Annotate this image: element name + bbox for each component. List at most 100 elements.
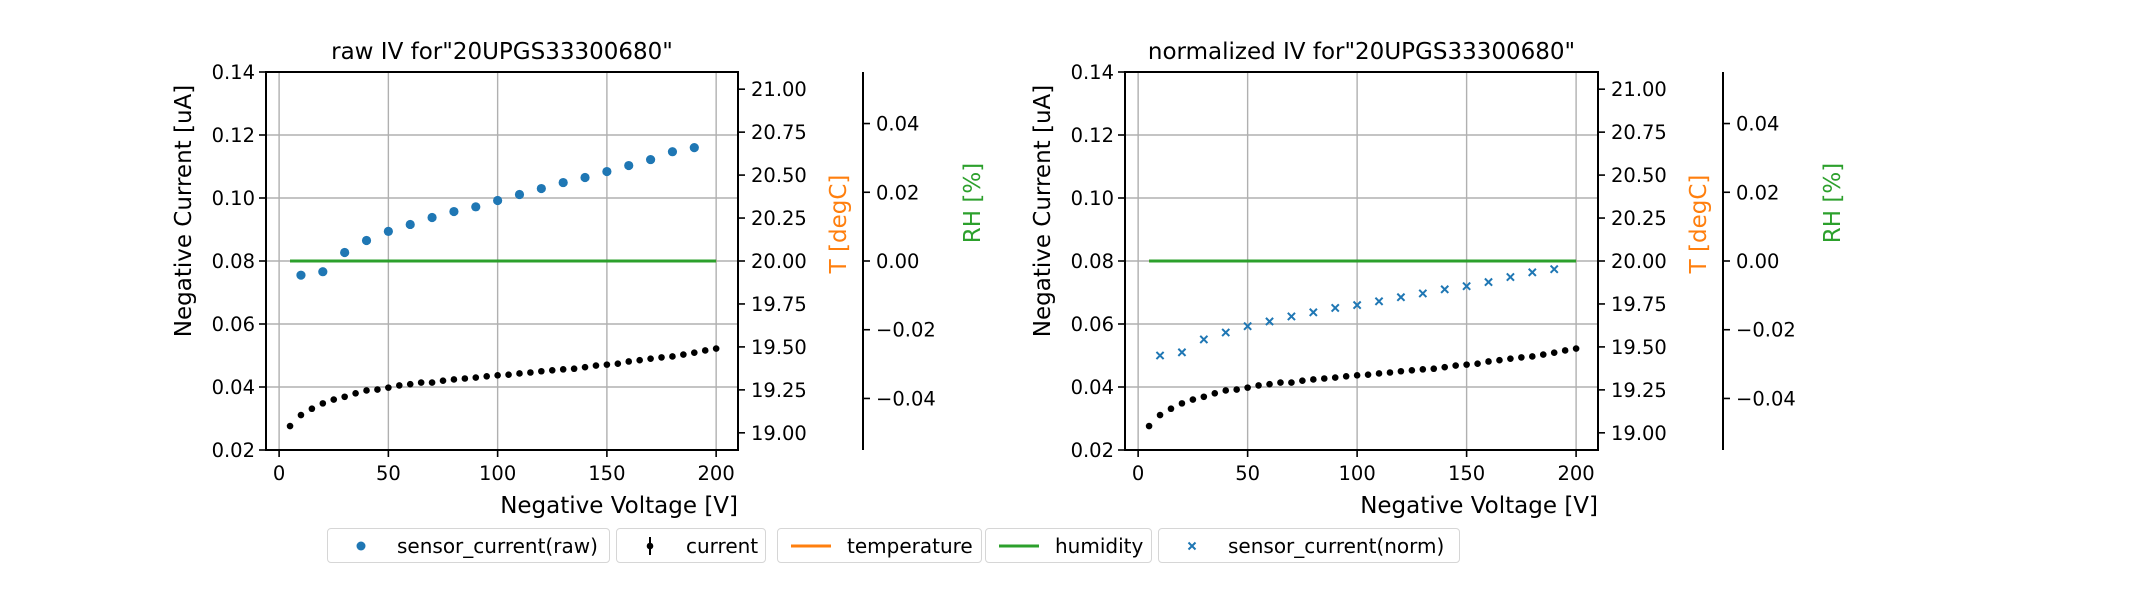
data-point bbox=[427, 212, 437, 223]
data-point bbox=[1178, 400, 1186, 407]
rh-tick-label: 0.04 bbox=[876, 113, 919, 136]
data-point bbox=[1320, 375, 1328, 382]
rh-axis-label: RH [%] bbox=[960, 163, 986, 243]
data-point bbox=[1396, 292, 1406, 302]
t-tick-label: 19.50 bbox=[1611, 336, 1667, 359]
data-point bbox=[1199, 335, 1209, 344]
data-point bbox=[1506, 272, 1515, 282]
data-point bbox=[514, 189, 525, 200]
rh-tick-label: −0.04 bbox=[1736, 387, 1796, 410]
data-point bbox=[493, 195, 503, 206]
x-tick-label: 150 bbox=[1448, 462, 1485, 485]
data-point bbox=[592, 362, 600, 369]
data-point bbox=[701, 347, 709, 354]
t-tick-label: 20.00 bbox=[751, 250, 807, 273]
data-point bbox=[1419, 366, 1427, 373]
data-point bbox=[340, 247, 350, 258]
y-tick-label: 0.10 bbox=[212, 187, 255, 210]
rh-tick-label: 0.02 bbox=[1736, 181, 1779, 204]
data-point bbox=[330, 396, 338, 403]
rh-axis-label: RH [%] bbox=[1820, 163, 1846, 243]
series-sensor-current-raw- bbox=[296, 143, 699, 280]
data-point bbox=[625, 358, 633, 365]
data-point bbox=[712, 345, 720, 352]
data-point bbox=[1507, 355, 1514, 362]
data-point bbox=[1331, 374, 1339, 381]
data-point bbox=[1189, 396, 1197, 403]
data-point bbox=[1288, 379, 1295, 386]
data-point bbox=[1550, 349, 1558, 356]
legend-item-current: current bbox=[616, 528, 766, 563]
data-point bbox=[538, 367, 545, 375]
plot-1: 0 50 100 150 200 0.02 0.04 0.06 0.08 0.10 0.12 0.14… bbox=[1030, 39, 1846, 519]
t-tick-label: 20.25 bbox=[1611, 207, 1667, 230]
y-tick-label: 0.02 bbox=[1071, 439, 1114, 462]
data-point bbox=[636, 356, 643, 364]
y-tick-label: 0.14 bbox=[1071, 61, 1114, 84]
data-point bbox=[1266, 380, 1273, 388]
legend-label: temperature bbox=[847, 533, 973, 558]
data-point bbox=[1167, 405, 1175, 413]
data-point bbox=[645, 154, 656, 165]
data-point bbox=[1244, 384, 1251, 391]
y-axis-label: Negative Current [uA] bbox=[171, 85, 197, 337]
data-point bbox=[624, 160, 634, 171]
data-point bbox=[1485, 358, 1492, 365]
data-point bbox=[352, 390, 359, 397]
data-point bbox=[570, 365, 578, 373]
data-point bbox=[383, 226, 393, 236]
data-point bbox=[1156, 411, 1164, 419]
x-tick-label: 100 bbox=[1339, 462, 1376, 485]
series-current bbox=[286, 345, 720, 430]
data-point bbox=[1375, 370, 1383, 377]
plot-0: 0 50 100 150 200 0.02 0.04 0.06 0.08 0.10 0.12 0.14… bbox=[171, 39, 986, 519]
data-point bbox=[461, 375, 469, 382]
chart-title: raw IV for"20UPGS33300680" bbox=[331, 39, 673, 65]
data-point bbox=[1430, 365, 1438, 373]
data-point bbox=[603, 361, 611, 368]
legend-line-orange-icon bbox=[791, 536, 831, 556]
data-point bbox=[536, 183, 546, 194]
data-point bbox=[361, 235, 372, 246]
chart-title: normalized IV for"20UPGS33300680" bbox=[1148, 39, 1575, 65]
data-point bbox=[1222, 387, 1230, 394]
data-point bbox=[602, 166, 612, 177]
data-point bbox=[1549, 264, 1559, 274]
data-point bbox=[690, 349, 698, 356]
y-tick-label: 0.04 bbox=[212, 376, 255, 399]
data-point bbox=[1462, 281, 1471, 291]
rh-tick-label: −0.02 bbox=[876, 319, 936, 342]
data-point bbox=[580, 172, 590, 183]
data-point bbox=[1255, 382, 1262, 389]
data-point bbox=[341, 393, 348, 401]
data-point bbox=[1572, 345, 1580, 352]
y-tick-label: 0.04 bbox=[1071, 376, 1114, 399]
t-tick-label: 19.25 bbox=[1611, 379, 1667, 402]
y-tick-label: 0.02 bbox=[212, 439, 255, 462]
legend-dot-icon bbox=[341, 536, 381, 556]
x-axis-label: Negative Voltage [V] bbox=[1360, 493, 1598, 519]
data-point bbox=[548, 367, 556, 374]
data-point bbox=[1353, 372, 1361, 379]
data-point bbox=[527, 369, 534, 376]
data-point bbox=[1518, 354, 1525, 361]
t-tick-label: 19.00 bbox=[751, 422, 807, 445]
data-point bbox=[1539, 351, 1547, 358]
legend-item-sensor-current-norm: sensor_current(norm) bbox=[1158, 528, 1460, 563]
rh-tick-label: 0.04 bbox=[1736, 113, 1779, 136]
y-tick-label: 0.08 bbox=[212, 250, 255, 273]
rh-tick-label: 0.00 bbox=[1736, 250, 1779, 273]
data-point bbox=[1496, 356, 1503, 364]
y-tick-label: 0.10 bbox=[1071, 187, 1114, 210]
data-point bbox=[1310, 376, 1317, 383]
data-point bbox=[658, 354, 665, 361]
data-point bbox=[1155, 351, 1165, 360]
y-tick-label: 0.14 bbox=[212, 61, 255, 84]
data-point bbox=[472, 374, 480, 381]
data-point bbox=[667, 147, 678, 157]
data-point bbox=[405, 219, 415, 230]
data-point bbox=[581, 363, 589, 371]
t-tick-label: 19.25 bbox=[751, 379, 807, 402]
data-point bbox=[505, 371, 512, 379]
x-axis-label: Negative Voltage [V] bbox=[500, 493, 738, 519]
